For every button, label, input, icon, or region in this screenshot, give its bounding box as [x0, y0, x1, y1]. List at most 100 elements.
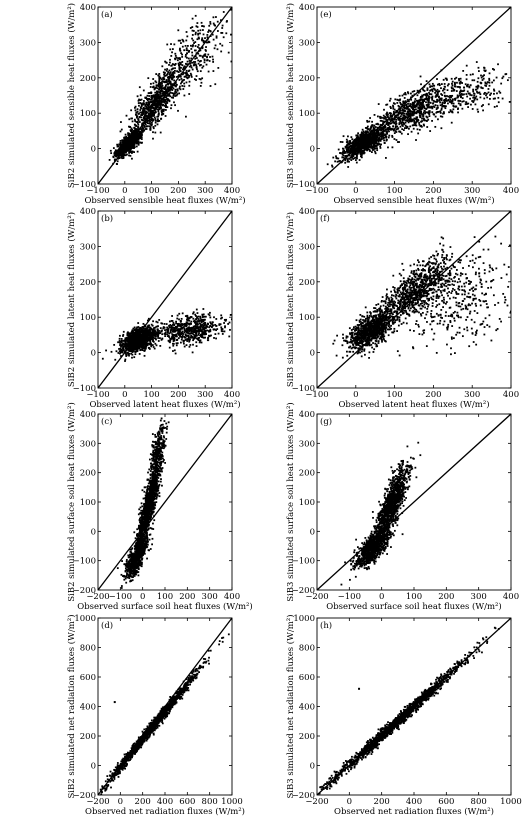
data-point	[141, 141, 143, 144]
data-point	[218, 323, 221, 326]
data-point	[140, 103, 143, 105]
data-point	[136, 108, 139, 111]
data-point	[212, 22, 215, 25]
data-point	[146, 103, 149, 106]
data-point	[179, 335, 181, 338]
data-point	[139, 339, 142, 342]
data-point	[149, 116, 151, 118]
data-point	[141, 113, 144, 116]
data-point	[157, 325, 159, 328]
data-point	[124, 567, 127, 570]
data-point	[125, 114, 128, 117]
data-point	[201, 37, 204, 40]
data-point	[140, 129, 143, 132]
data-point	[125, 139, 128, 142]
data-point	[137, 122, 139, 124]
data-point	[148, 348, 151, 350]
data-point	[172, 334, 175, 337]
data-point	[178, 67, 181, 69]
data-point	[144, 545, 147, 548]
data-point	[177, 57, 180, 60]
data-point	[139, 135, 141, 138]
data-point	[123, 149, 126, 152]
data-point	[137, 143, 140, 146]
data-point	[154, 87, 157, 89]
data-point	[153, 97, 156, 100]
data-point	[205, 41, 208, 44]
data-point	[176, 59, 179, 62]
data-point	[156, 329, 159, 331]
data-point	[130, 335, 133, 338]
data-point	[127, 337, 130, 340]
data-point	[181, 64, 184, 67]
data-point	[205, 324, 207, 327]
data-point	[159, 107, 162, 109]
data-point	[129, 548, 132, 551]
data-point	[144, 345, 147, 348]
data-point	[129, 571, 131, 574]
data-point	[132, 145, 134, 148]
data-point	[200, 341, 203, 344]
data-point	[173, 337, 176, 340]
data-point	[153, 347, 156, 350]
data-point	[127, 132, 129, 135]
data-point	[126, 572, 128, 575]
data-point	[173, 79, 176, 82]
data-point	[149, 548, 152, 550]
data-point	[199, 339, 202, 342]
data-point	[139, 506, 142, 509]
data-point	[209, 311, 211, 314]
y-axis-label: SiB2 simulated sensible heat fluxes (W/m…	[66, 3, 77, 188]
data-point	[152, 95, 154, 97]
data-point	[164, 462, 167, 464]
data-point	[146, 344, 149, 347]
data-point	[145, 128, 148, 130]
data-point	[144, 531, 147, 534]
data-point	[179, 323, 182, 326]
data-point	[168, 75, 171, 78]
data-point	[166, 106, 169, 109]
data-point	[131, 128, 134, 131]
data-point	[133, 566, 135, 569]
data-point	[229, 328, 231, 331]
data-point	[204, 332, 207, 335]
data-point	[180, 42, 182, 44]
data-point	[164, 85, 167, 88]
data-point	[158, 120, 161, 122]
data-point	[146, 514, 149, 516]
data-point	[161, 337, 164, 340]
data-point	[130, 580, 133, 582]
data-point	[133, 342, 136, 344]
data-point	[151, 102, 154, 105]
data-point	[151, 537, 154, 540]
data-point	[151, 109, 154, 112]
data-point	[129, 129, 132, 132]
data-point	[167, 71, 170, 73]
data-point	[149, 112, 152, 115]
data-point	[202, 331, 205, 333]
data-point	[139, 94, 142, 97]
data-point	[164, 96, 167, 99]
data-point	[194, 33, 197, 36]
data-point	[126, 333, 129, 335]
data-point	[172, 67, 175, 70]
data-point	[127, 348, 130, 351]
data-point	[155, 96, 158, 99]
data-point	[120, 348, 122, 351]
data-point	[174, 52, 177, 55]
data-point	[126, 576, 129, 579]
data-point	[185, 331, 188, 334]
data-point	[135, 327, 138, 330]
data-point	[159, 84, 162, 86]
data-point	[127, 556, 130, 559]
data-point	[129, 339, 131, 342]
data-point	[135, 139, 138, 141]
data-point	[170, 325, 173, 328]
data-point	[134, 545, 137, 548]
data-point	[141, 111, 144, 114]
data-point	[185, 39, 188, 42]
data-point	[117, 153, 120, 156]
data-point	[131, 353, 134, 356]
data-point	[155, 333, 158, 336]
data-point	[188, 317, 191, 320]
